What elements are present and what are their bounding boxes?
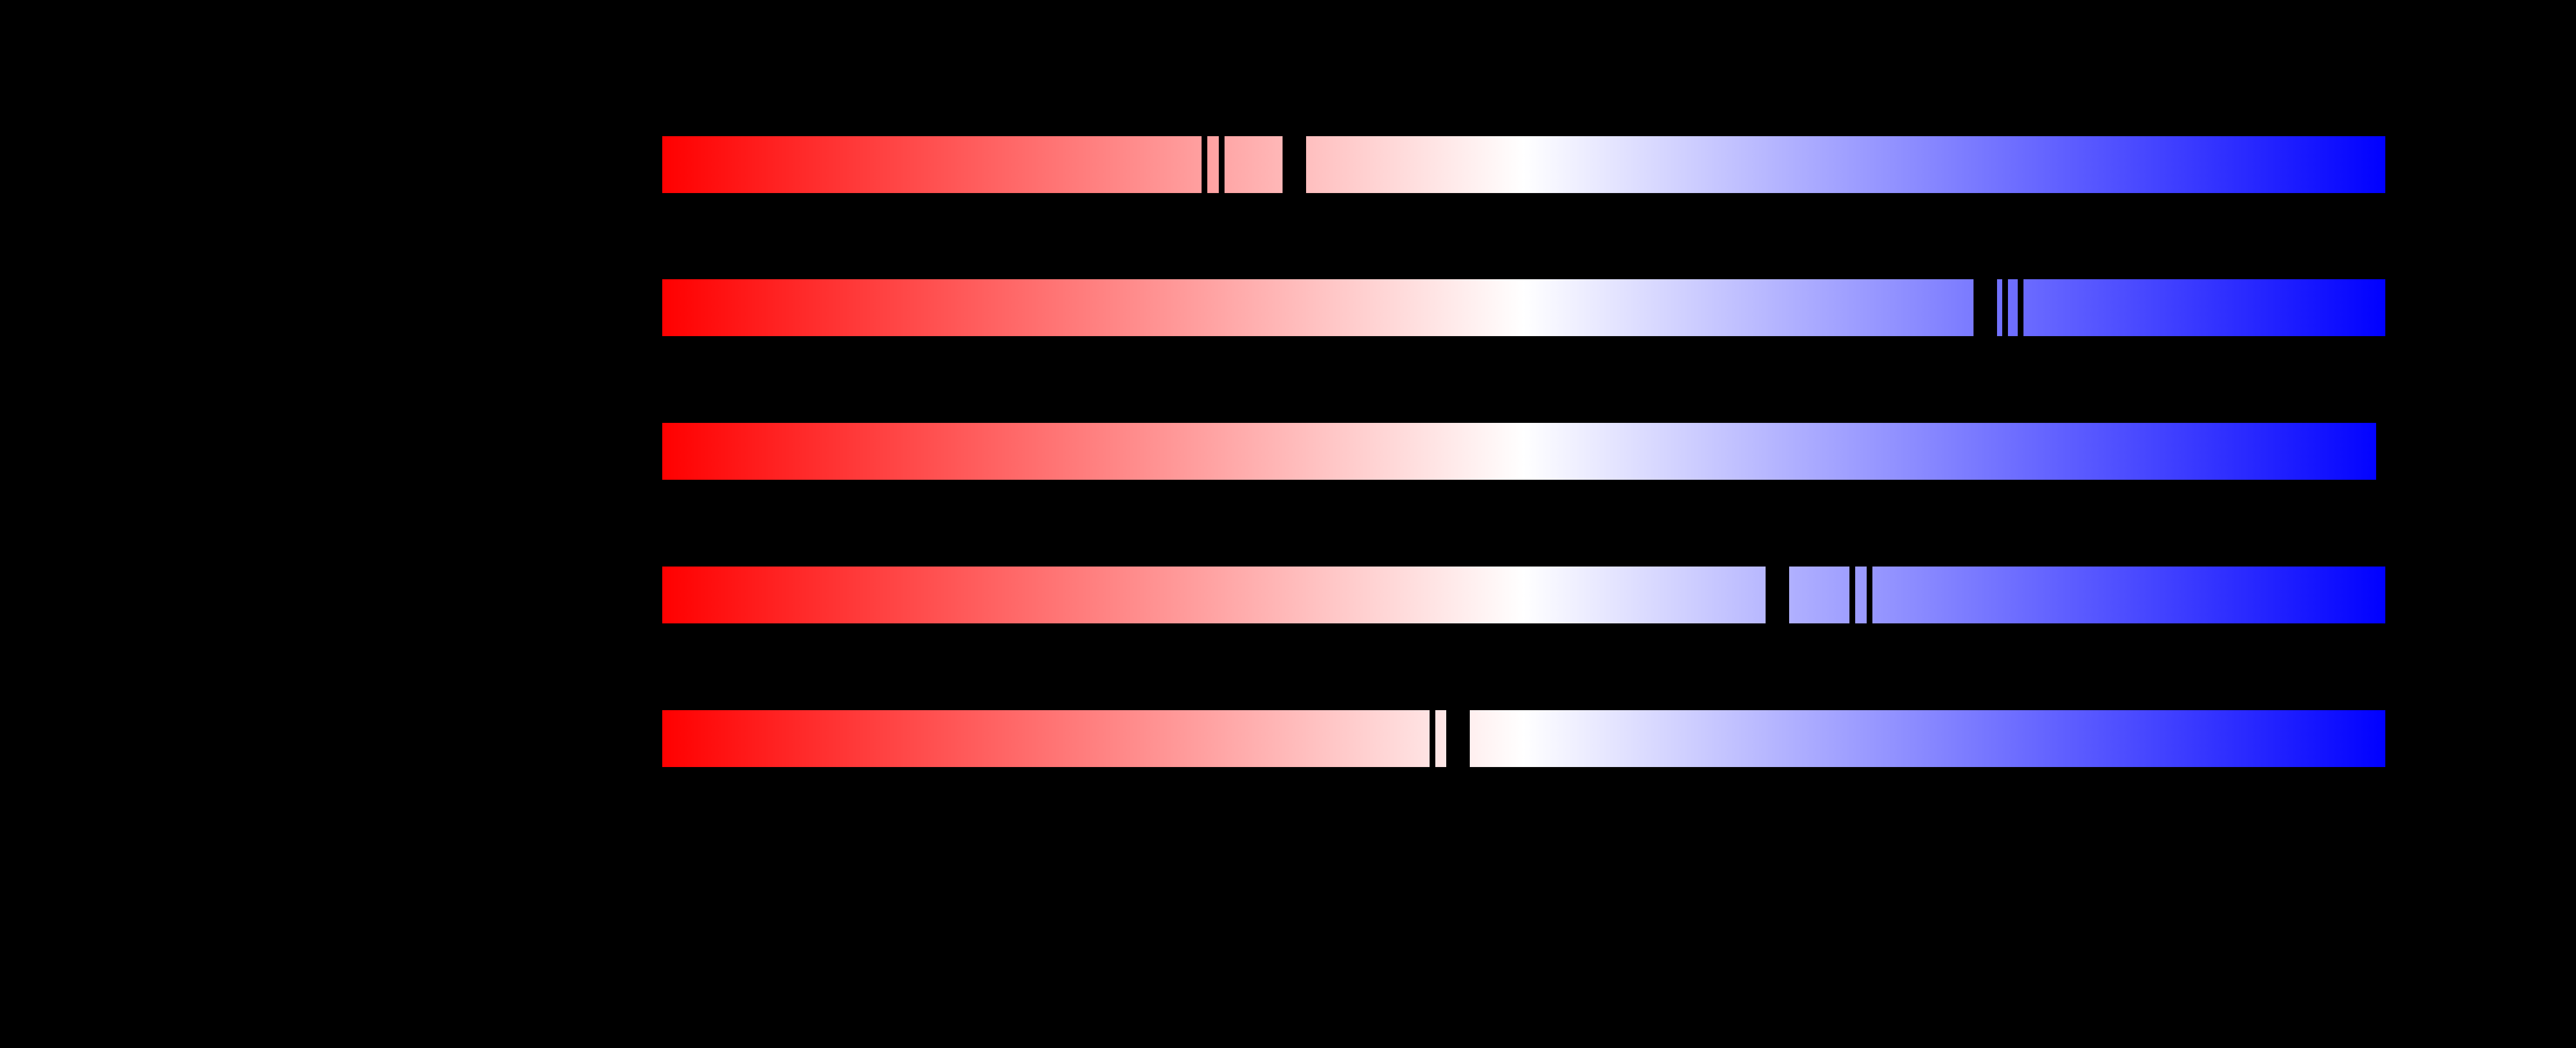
marker-tick-thick xyxy=(1973,279,1997,336)
colorbar-row-3 xyxy=(662,423,2385,480)
marker-tick-thick xyxy=(1766,567,1790,623)
marker-tick-thin xyxy=(1867,567,1873,623)
marker-tick-thick xyxy=(1282,136,1306,193)
marker-tick-thin xyxy=(2017,279,2023,336)
colorbar-row-2 xyxy=(662,279,2385,336)
marker-tick-thick xyxy=(2376,423,2385,480)
colorbar-row-4 xyxy=(662,567,2385,623)
colorbar-row-5 xyxy=(662,710,2385,767)
marker-tick-thin xyxy=(1202,136,1208,193)
colorbar-row-1 xyxy=(662,136,2385,193)
marker-tick-thin xyxy=(1430,710,1435,767)
marker-tick-thick xyxy=(1446,710,1470,767)
marker-tick-thin xyxy=(2002,279,2008,336)
marker-tick-thin xyxy=(1219,136,1225,193)
marker-tick-thin xyxy=(1849,567,1856,623)
